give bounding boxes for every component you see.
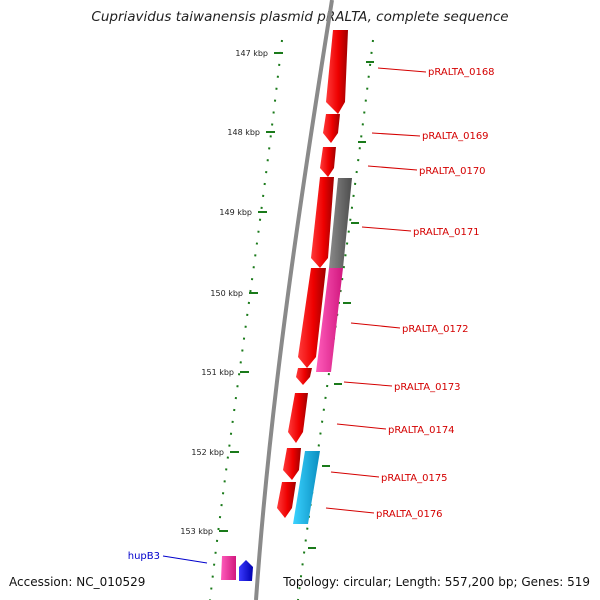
gene-label-pRALTA_0169: pRALTA_0169 — [422, 131, 489, 142]
gene-arrow-pRALTA_0168 — [326, 30, 348, 114]
leader-pRALTA_0169 — [371, 132, 421, 137]
scale-tick-label: 149 kbp — [219, 208, 252, 217]
gene-label-hupB3: hupB3 — [128, 551, 160, 562]
gene-arrow-pRALTA_0169 — [323, 114, 340, 143]
gene-arrow-hupB3-blue — [239, 560, 253, 581]
gene-label-pRALTA_0174: pRALTA_0174 — [388, 425, 455, 436]
topology-summary-text: Topology: circular; Length: 557,200 bp; … — [283, 575, 590, 589]
gene-label-pRALTA_0172: pRALTA_0172 — [402, 324, 469, 335]
gene-bar-cyan — [293, 451, 320, 524]
gene-bar-grey — [329, 178, 352, 268]
label-leaders — [162, 67, 427, 564]
scale-tick-label: 147 kbp — [235, 49, 268, 58]
leader-pRALTA_0170 — [367, 165, 418, 171]
scale-tick-label: 152 kbp — [191, 448, 224, 457]
leader-pRALTA_0175 — [330, 471, 380, 478]
scale-tick-label: 150 kbp — [210, 289, 243, 298]
gene-label-pRALTA_0168: pRALTA_0168 — [428, 67, 495, 78]
gene-label-pRALTA_0171: pRALTA_0171 — [413, 227, 480, 238]
gene-arrow-pRALTA_0176 — [277, 482, 296, 518]
gene-arrow-pRALTA_0172 — [298, 268, 326, 368]
gene-label-pRALTA_0175: pRALTA_0175 — [381, 473, 448, 484]
gene-bar-hupB3-magenta — [221, 556, 236, 580]
scale-tick-label: 151 kbp — [201, 368, 234, 377]
scale-ticks: 147 kbp 148 kbp 149 kbp 150 kbp 151 kbp … — [180, 49, 283, 536]
gene-features — [221, 30, 352, 581]
leader-pRALTA_0171 — [361, 226, 412, 232]
gene-arrow-pRALTA_0174 — [288, 393, 308, 443]
gene-label-pRALTA_0176: pRALTA_0176 — [376, 509, 443, 520]
accession-text: Accession: NC_010529 — [9, 575, 146, 589]
plasmid-backbone — [254, 0, 334, 600]
leader-pRALTA_0168 — [377, 67, 427, 73]
scale-tick-label: 153 kbp — [180, 527, 213, 536]
scale-tick-label: 148 kbp — [227, 128, 260, 137]
leader-pRALTA_0172 — [350, 322, 401, 329]
leader-pRALTA_0173 — [343, 381, 393, 387]
gene-label-pRALTA_0173: pRALTA_0173 — [394, 382, 461, 393]
gene-arrow-pRALTA_0175 — [283, 448, 301, 480]
leader-hupB3 — [162, 555, 208, 564]
gene-labels: pRALTA_0168 pRALTA_0169 pRALTA_0170 pRAL… — [128, 67, 495, 562]
gene-bar-magenta — [316, 268, 343, 372]
leader-pRALTA_0176 — [325, 507, 375, 514]
inner-dotted-ring — [209, 39, 283, 600]
gene-arrow-pRALTA_0171 — [311, 177, 334, 268]
gene-arrow-pRALTA_0170 — [320, 147, 336, 177]
gene-arrow-pRALTA_0173 — [296, 368, 312, 385]
gene-label-pRALTA_0170: pRALTA_0170 — [419, 166, 486, 177]
outer-ticks — [308, 61, 374, 549]
leader-pRALTA_0174 — [336, 423, 387, 430]
map-title: Cupriavidus taiwanensis plasmid pRALTA, … — [91, 9, 509, 25]
